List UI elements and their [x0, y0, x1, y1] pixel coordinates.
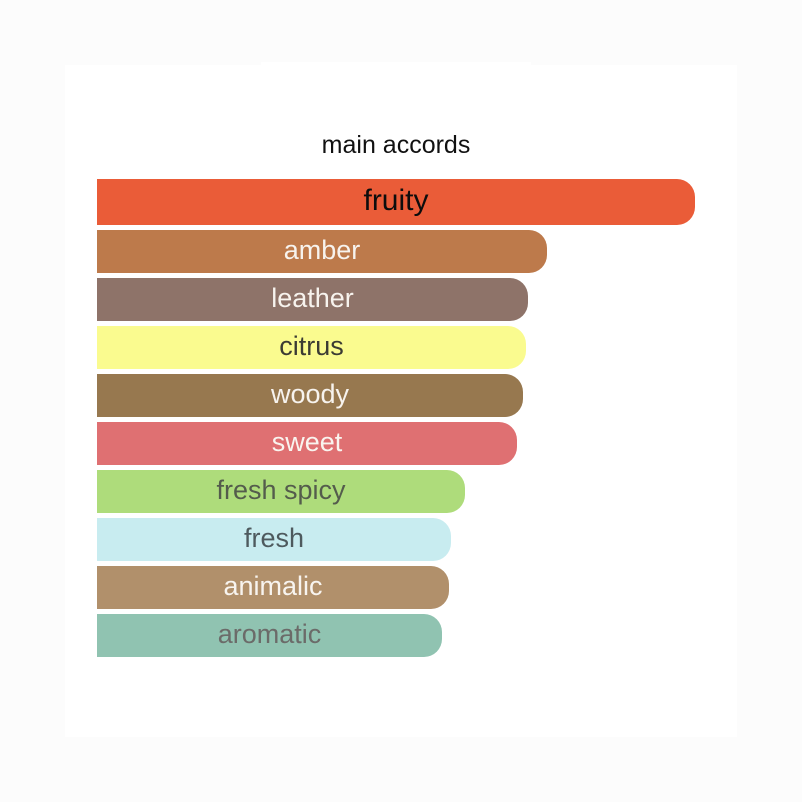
accord-bar-citrus: citrus	[97, 326, 526, 369]
accord-label: sweet	[271, 427, 343, 457]
accord-bar-animalic: animalic	[97, 566, 449, 609]
accord-bar-aromatic: aromatic	[97, 614, 442, 657]
accord-label: citrus	[279, 331, 344, 361]
accord-label: animalic	[223, 571, 323, 601]
accord-bar-woody: woody	[97, 374, 523, 417]
chart-title: main accords	[321, 131, 471, 159]
accord-label: amber	[283, 235, 361, 265]
accord-label: leather	[271, 283, 354, 313]
accord-label: aromatic	[217, 619, 322, 649]
accord-bar-sweet: sweet	[97, 422, 517, 465]
accord-label: fruity	[363, 184, 429, 217]
accord-label: fresh spicy	[216, 475, 346, 505]
accord-bar-amber: amber	[97, 230, 547, 273]
top-highlight-box	[261, 62, 531, 94]
accords-list: fruity amber leather citrus woody sweet fresh …	[97, 179, 737, 662]
accord-bar-fresh-spicy: fresh spicy	[97, 470, 465, 513]
accord-bar-fresh: fresh	[97, 518, 451, 561]
accord-bar-leather: leather	[97, 278, 528, 321]
accord-label: fresh	[243, 523, 305, 553]
accord-label: woody	[270, 379, 350, 409]
accord-bar-fruity: fruity	[97, 179, 695, 225]
